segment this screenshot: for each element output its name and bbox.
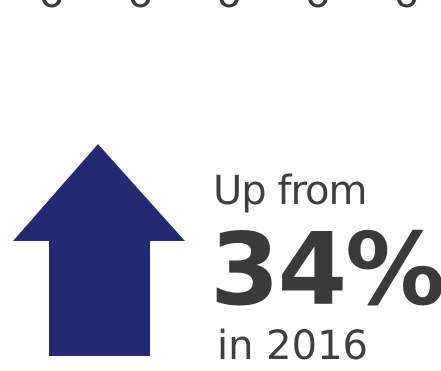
cropped-headline-text: ~o ~o ~o ~o ~o	[0, 0, 441, 14]
stat-prefix: Up from	[213, 168, 367, 214]
up-arrow-icon	[13, 144, 185, 356]
stat-value: 34%	[210, 211, 441, 328]
stat-suffix: in 2016	[217, 323, 368, 369]
